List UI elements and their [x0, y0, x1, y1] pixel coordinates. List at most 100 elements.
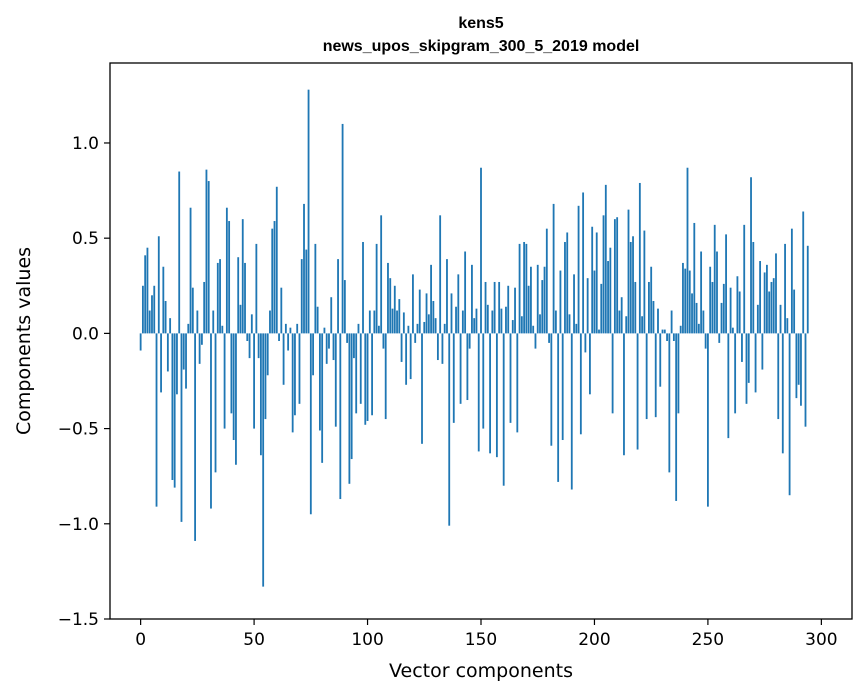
bar	[314, 243, 317, 334]
bar	[280, 287, 283, 334]
bar	[346, 333, 349, 343]
bar	[153, 285, 156, 334]
bar	[264, 333, 267, 420]
bar	[414, 333, 417, 343]
bar	[747, 333, 750, 383]
y-tick-label: −1.0	[58, 515, 99, 535]
bar	[362, 241, 364, 334]
bar	[784, 243, 786, 334]
bar	[530, 266, 532, 334]
bar	[566, 232, 569, 334]
bar	[595, 232, 598, 334]
bar	[221, 325, 224, 334]
bar	[343, 280, 346, 334]
y-tick-label: 0.0	[72, 324, 99, 344]
bar	[550, 333, 553, 446]
bar	[514, 287, 516, 334]
bar	[448, 333, 451, 526]
bar	[157, 236, 160, 334]
bar	[366, 333, 369, 421]
bar	[255, 243, 258, 334]
bar	[230, 333, 233, 414]
bar	[148, 310, 151, 334]
bar	[198, 333, 201, 364]
x-ticks: 0 50 100 150 200 250 300	[135, 619, 838, 650]
bar	[677, 333, 680, 414]
bar	[627, 209, 630, 334]
bar	[160, 333, 162, 393]
bar	[393, 285, 396, 334]
x-axis-label: Vector components	[389, 660, 573, 682]
bar	[464, 251, 467, 334]
x-tick-label: 150	[465, 630, 497, 650]
bar	[582, 192, 585, 334]
bar	[489, 333, 491, 454]
bar	[577, 205, 580, 334]
bar	[502, 333, 505, 486]
bar	[804, 333, 807, 427]
bar	[443, 323, 446, 334]
bar	[432, 301, 435, 334]
bar	[625, 316, 628, 334]
y-axis-label: Components values	[13, 247, 35, 435]
bar	[257, 333, 260, 359]
bar	[291, 333, 294, 433]
bar	[350, 333, 353, 460]
bar	[505, 306, 507, 334]
bar	[477, 333, 480, 452]
bar	[752, 241, 755, 334]
bar	[554, 310, 557, 334]
bar	[602, 215, 605, 334]
bar	[734, 333, 737, 414]
bar	[666, 333, 668, 341]
bar	[373, 310, 376, 334]
bar	[700, 251, 703, 334]
bar	[632, 236, 634, 334]
bar	[225, 207, 228, 334]
bar	[532, 325, 535, 334]
bar	[593, 270, 596, 334]
bar	[398, 299, 401, 334]
bar	[520, 316, 523, 334]
bar	[672, 333, 675, 341]
bar	[180, 333, 183, 522]
x-tick-label: 300	[805, 630, 837, 650]
bar	[471, 264, 473, 334]
bar	[185, 333, 187, 389]
bar	[743, 224, 746, 334]
bar	[768, 291, 771, 334]
bar	[298, 333, 301, 404]
bar	[711, 281, 714, 334]
bar	[232, 333, 235, 441]
bar	[418, 289, 421, 334]
bar	[693, 222, 696, 334]
bar	[205, 169, 208, 334]
bar	[720, 302, 723, 334]
bar	[498, 281, 501, 334]
bar	[196, 310, 199, 334]
bar	[584, 333, 587, 353]
bar	[634, 281, 637, 334]
bar	[334, 333, 337, 427]
bar	[806, 245, 809, 334]
bar	[702, 310, 705, 334]
bar	[400, 333, 403, 362]
bar	[722, 283, 725, 334]
bar	[339, 333, 342, 500]
bar	[756, 304, 759, 334]
bar	[296, 323, 299, 334]
bar	[670, 310, 673, 334]
bar	[303, 203, 305, 334]
bar	[323, 327, 326, 334]
x-tick-label: 50	[243, 630, 265, 650]
x-tick-label: 0	[135, 630, 146, 650]
bar	[527, 285, 530, 334]
bar	[716, 251, 718, 334]
bar	[341, 123, 344, 334]
bar	[557, 333, 560, 482]
bar	[337, 259, 339, 334]
bar	[790, 228, 793, 334]
bar	[484, 281, 487, 334]
bar	[200, 333, 203, 345]
